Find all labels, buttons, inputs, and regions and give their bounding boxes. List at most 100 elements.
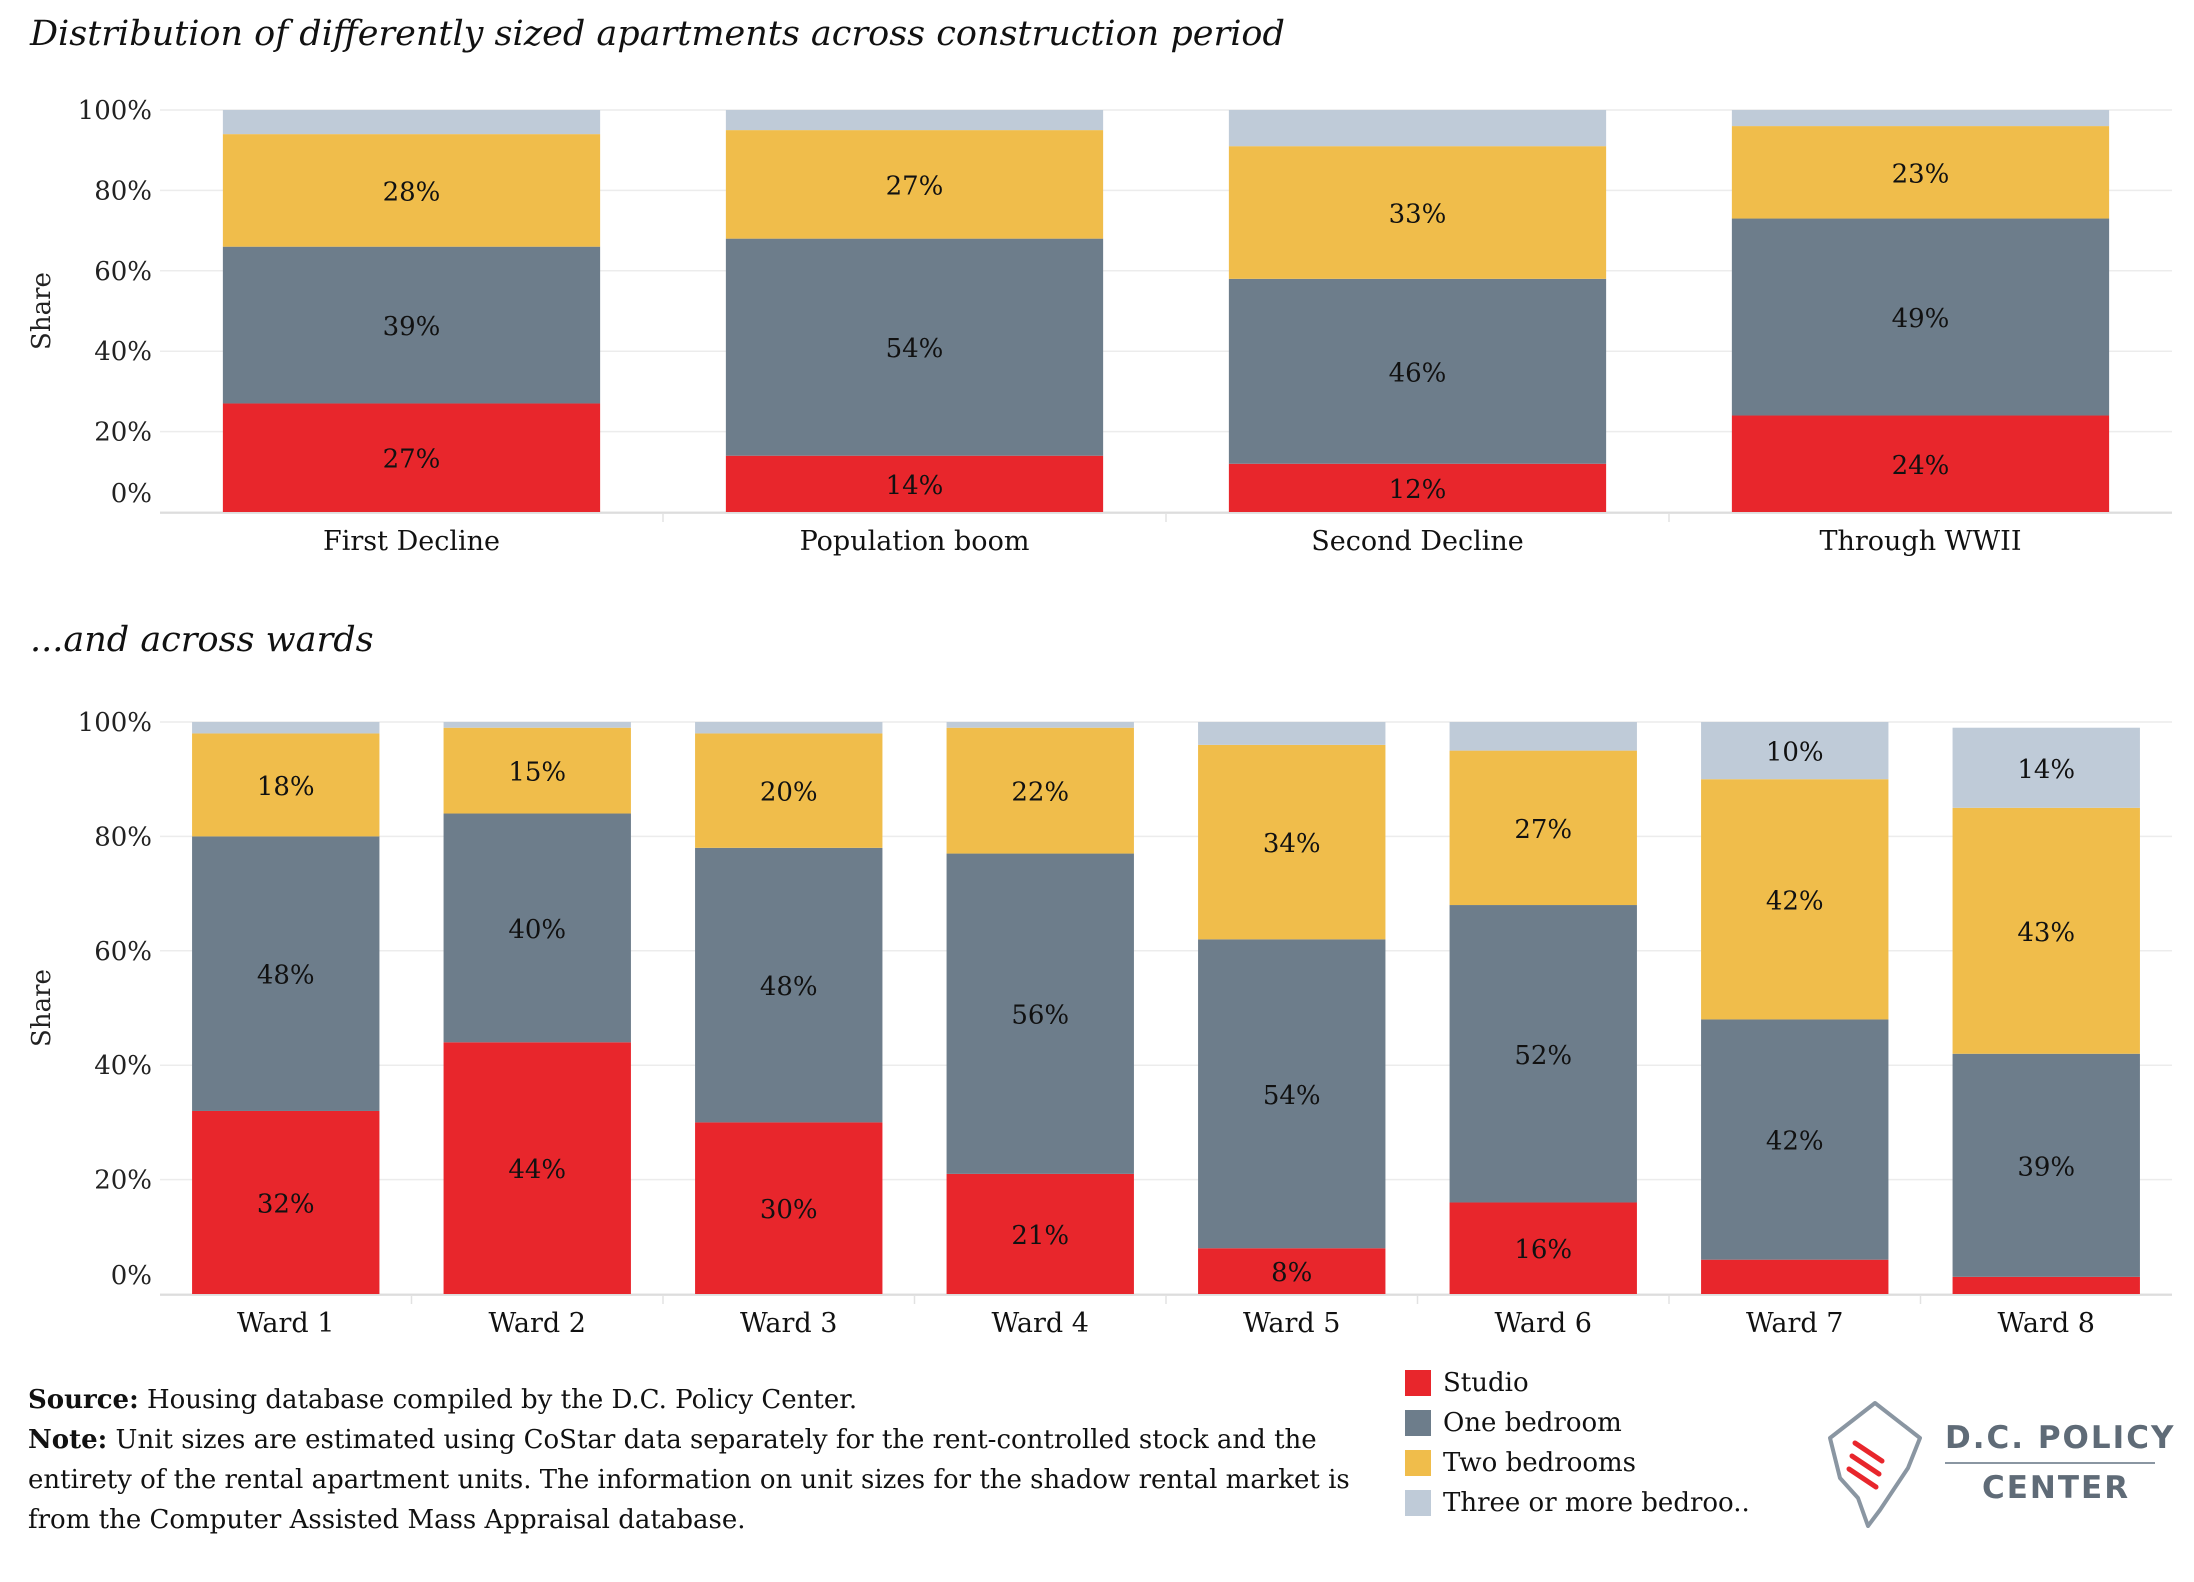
bar-two-bedrooms-ward-4 — [946, 727, 1134, 854]
y-axis-label: Share — [27, 969, 57, 1047]
bar-one-bedroom-population-boom — [725, 238, 1104, 456]
bar-two-bedrooms-ward-3 — [695, 733, 883, 848]
chart-title-wards: ...and across wards — [30, 620, 374, 660]
bar-one-bedroom-through-wwii — [1731, 218, 2110, 416]
y-tick-label: 0% — [111, 1261, 152, 1291]
data-label: 24% — [1892, 451, 1950, 481]
bar-studio-ward-5 — [1198, 1248, 1386, 1294]
bar-studio-ward-6 — [1449, 1202, 1637, 1294]
data-label: 42% — [1766, 886, 1824, 916]
bar-two-bedrooms-ward-1 — [192, 733, 380, 837]
bar-two-bedrooms-through-wwii — [1731, 126, 2110, 219]
data-label: 12% — [1389, 475, 1447, 505]
data-label: 14% — [886, 471, 944, 501]
data-label: 40% — [508, 915, 566, 945]
bar-two-bedrooms-population-boom — [725, 130, 1104, 239]
bar-studio-ward-7 — [1701, 1259, 1889, 1294]
bar-two-bedrooms-second-decline — [1228, 146, 1607, 279]
data-label: 32% — [257, 1189, 315, 1219]
bar-three-or-more-bedroo-second-decline — [1228, 110, 1607, 147]
bar-two-bedrooms-ward-8 — [1952, 807, 2140, 1054]
data-label: 39% — [383, 312, 441, 342]
bar-one-bedroom-first-decline — [222, 246, 601, 404]
y-tick-label: 60% — [94, 257, 152, 287]
data-label: 48% — [257, 961, 315, 991]
x-tick-label: Second Decline — [1311, 526, 1524, 557]
data-label: 30% — [760, 1195, 818, 1225]
dc-map-icon — [1828, 1401, 1922, 1528]
x-tick-label: Ward 2 — [489, 1308, 586, 1339]
data-label: 46% — [1389, 358, 1447, 388]
legend-label-three-plus: Three or more bedroo.. — [1443, 1488, 1750, 1518]
legend-item-studio: Studio — [1405, 1363, 1750, 1403]
legend-swatch-two-bedrooms — [1405, 1450, 1431, 1476]
bar-three-or-more-bedroo-ward-2 — [443, 722, 631, 728]
bar-three-or-more-bedroo-ward-6 — [1449, 722, 1637, 751]
bar-two-bedrooms-first-decline — [222, 134, 601, 247]
data-label: 21% — [1011, 1221, 1069, 1251]
logo-text-line1: D.C. POLICY — [1945, 1420, 2176, 1456]
data-label: 49% — [1892, 304, 1950, 334]
y-axis-label: Share — [27, 272, 57, 350]
bar-studio-ward-8 — [1952, 1276, 2140, 1294]
bar-one-bedroom-second-decline — [1228, 278, 1607, 464]
dc-policy-center-logo: D.C. POLICY CENTER — [1820, 1398, 2173, 1528]
legend-swatch-one-bedroom — [1405, 1410, 1431, 1436]
bar-three-or-more-bedroo-ward-8 — [1952, 727, 2140, 808]
data-label: 34% — [1263, 829, 1321, 859]
bar-three-or-more-bedroo-ward-4 — [946, 722, 1134, 728]
y-tick-label: 40% — [94, 1051, 152, 1081]
bar-studio-through-wwii — [1731, 415, 2110, 512]
bar-three-or-more-bedroo-first-decline — [222, 110, 601, 135]
data-label: 48% — [760, 972, 818, 1002]
x-tick-label: Ward 6 — [1495, 1308, 1592, 1339]
data-label: 52% — [1514, 1041, 1572, 1071]
x-tick-label: Ward 7 — [1746, 1308, 1843, 1339]
x-tick-label: Population boom — [800, 526, 1030, 557]
bar-three-or-more-bedroo-ward-5 — [1198, 722, 1386, 745]
data-label: 43% — [2017, 918, 2075, 948]
legend-swatch-three-plus — [1405, 1490, 1431, 1516]
bar-one-bedroom-ward-1 — [192, 836, 380, 1111]
note-text: Unit sizes are estimated using CoStar da… — [28, 1425, 1350, 1535]
data-label: 28% — [383, 177, 441, 207]
data-label: 27% — [1514, 815, 1572, 845]
bar-two-bedrooms-ward-6 — [1449, 750, 1637, 906]
data-label: 15% — [508, 758, 566, 788]
y-tick-label: 20% — [94, 418, 152, 448]
data-label: 56% — [1011, 1001, 1069, 1031]
source-label: Source: — [28, 1385, 139, 1415]
data-label: 27% — [886, 171, 944, 201]
y-tick-label: 80% — [94, 822, 152, 852]
bar-three-or-more-bedroo-through-wwii — [1731, 110, 2110, 127]
wards-chart: 0% 20% 40% 60% 80% 100% Share 32% 48% 18% Ward 1 44… — [27, 708, 2172, 1339]
x-tick-label: Ward 4 — [992, 1308, 1089, 1339]
bar-studio-first-decline — [222, 403, 601, 512]
y-tick-label: 60% — [94, 937, 152, 967]
bar-one-bedroom-ward-3 — [695, 847, 883, 1123]
bar-one-bedroom-ward-8 — [1952, 1053, 2140, 1277]
data-label: 23% — [1892, 159, 1950, 189]
legend: Studio One bedroom Two bedrooms Three or… — [1405, 1363, 1750, 1523]
bar-three-or-more-bedroo-population-boom — [725, 110, 1104, 131]
y-tick-label: 80% — [94, 176, 152, 206]
construction-period-chart: 0% 20% 40% 60% 80% 100% Share 27% 39% 28% First De… — [27, 96, 2172, 557]
data-label: 54% — [1263, 1081, 1321, 1111]
logo-text-line2: CENTER — [1982, 1470, 2131, 1506]
data-label: 18% — [257, 772, 315, 802]
legend-item-two-bedrooms: Two bedrooms — [1405, 1443, 1750, 1483]
bar-one-bedroom-ward-6 — [1449, 905, 1637, 1203]
x-tick-label: Ward 5 — [1243, 1308, 1340, 1339]
data-label: 27% — [383, 445, 441, 475]
source-text: Housing database compiled by the D.C. Po… — [138, 1385, 858, 1415]
bar-studio-ward-1 — [192, 1110, 380, 1294]
x-tick-label: Through WWII — [1819, 526, 2021, 557]
x-tick-label: First Decline — [323, 526, 500, 557]
x-tick-label: Ward 3 — [740, 1308, 837, 1339]
bar-studio-population-boom — [725, 455, 1104, 512]
bar-studio-second-decline — [1228, 463, 1607, 512]
data-label: 44% — [508, 1155, 566, 1185]
chart-title-construction-period: Distribution of differently sized apartm… — [30, 14, 1285, 54]
legend-swatch-studio — [1405, 1370, 1431, 1396]
data-label: 20% — [760, 778, 818, 808]
